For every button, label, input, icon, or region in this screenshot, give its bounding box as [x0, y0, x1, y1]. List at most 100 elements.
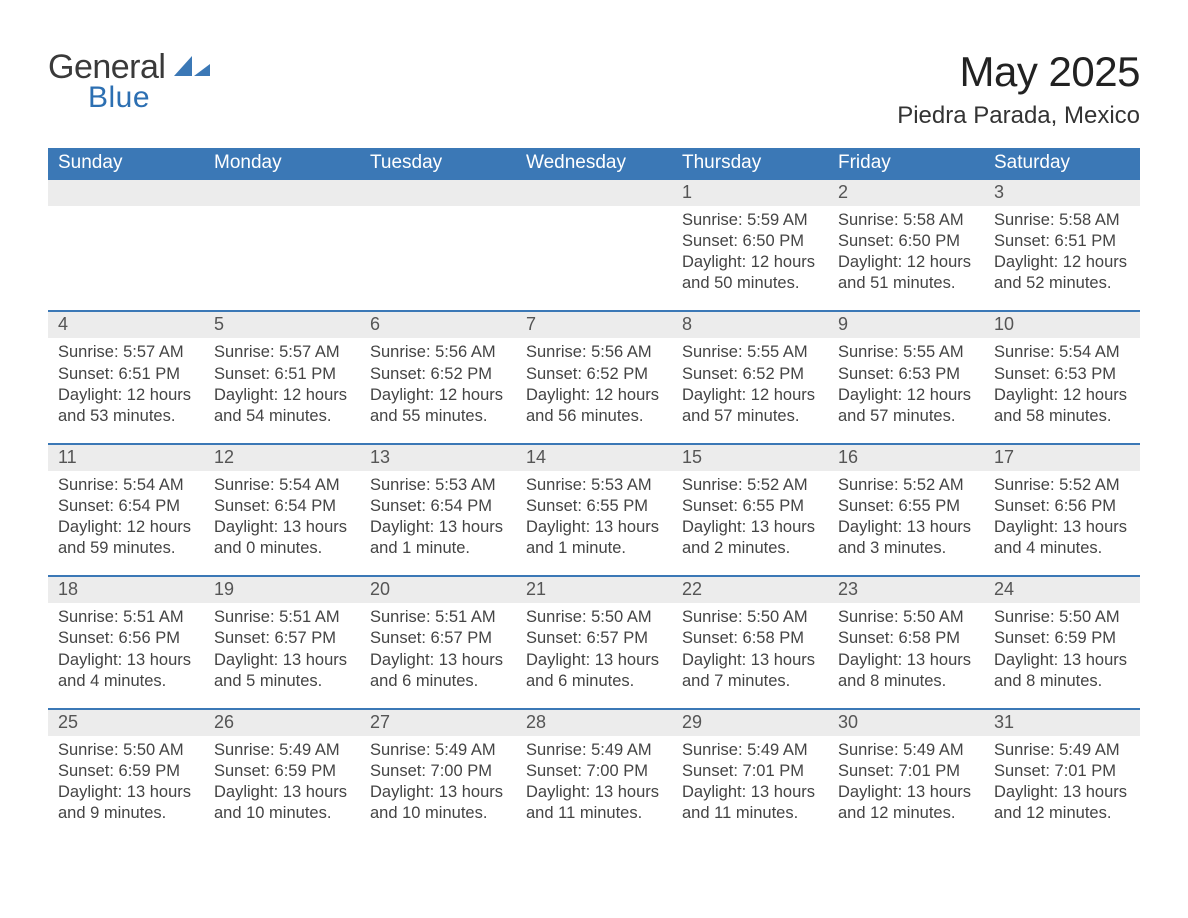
daylight-line: Daylight: 13 hours and 4 minutes. — [58, 650, 194, 692]
sunset-line: Sunset: 6:53 PM — [994, 364, 1130, 385]
details-row: Sunrise: 5:57 AMSunset: 6:51 PM Daylight:… — [48, 338, 1140, 442]
sunset-line: Sunset: 7:00 PM — [526, 761, 662, 782]
daylight-line: Daylight: 12 hours and 55 minutes. — [370, 385, 506, 427]
sunrise-line: Sunrise: 5:55 AM — [838, 342, 974, 363]
daynum-row: 18192021222324 — [48, 577, 1140, 603]
weekday-header: Tuesday — [360, 148, 516, 180]
day-details: Sunrise: 5:59 AMSunset: 6:50 PMDaylight:… — [672, 206, 828, 310]
sunrise-line: Sunrise: 5:55 AM — [682, 342, 818, 363]
day-number — [360, 180, 516, 206]
weekday-header: Wednesday — [516, 148, 672, 180]
day-number: 1 — [672, 180, 828, 206]
day-details — [516, 206, 672, 310]
day-number: 12 — [204, 445, 360, 471]
sunset-line: Sunset: 6:57 PM — [214, 628, 350, 649]
daylight-line: Daylight: 13 hours and 8 minutes. — [994, 650, 1130, 692]
day-details: Sunrise: 5:53 AMSunset: 6:54 PMDaylight:… — [360, 471, 516, 575]
page-title: May 2025 — [897, 48, 1140, 96]
sunset-line: Sunset: 6:50 PM — [682, 231, 818, 252]
sunrise-line: Sunrise: 5:49 AM — [214, 740, 350, 761]
daylight-line: Daylight: 13 hours and 11 minutes. — [526, 782, 662, 824]
calendar-week: 123Sunrise: 5:59 AMSunset: 6:50 PMDaylig… — [48, 180, 1140, 310]
sunrise-line: Sunrise: 5:49 AM — [370, 740, 506, 761]
sunset-line: Sunset: 6:51 PM — [214, 364, 350, 385]
day-details: Sunrise: 5:49 AMSunset: 7:00 PMDaylight:… — [516, 736, 672, 840]
day-details: Sunrise: 5:49 AMSunset: 7:01 PMDaylight:… — [828, 736, 984, 840]
daylight-line: Daylight: 13 hours and 0 minutes. — [214, 517, 350, 559]
daylight-line: Daylight: 13 hours and 12 minutes. — [838, 782, 974, 824]
sunset-line: Sunset: 7:01 PM — [838, 761, 974, 782]
sunrise-line: Sunrise: 5:57 AM — [214, 342, 350, 363]
day-number: 10 — [984, 312, 1140, 338]
sunrise-line: Sunrise: 5:54 AM — [994, 342, 1130, 363]
sunset-line: Sunset: 7:00 PM — [370, 761, 506, 782]
day-number: 31 — [984, 710, 1140, 736]
daylight-line: Daylight: 13 hours and 1 minute. — [370, 517, 506, 559]
sunset-line: Sunset: 6:51 PM — [994, 231, 1130, 252]
day-details: Sunrise: 5:50 AMSunset: 6:58 PMDaylight:… — [828, 603, 984, 707]
day-number: 3 — [984, 180, 1140, 206]
sunset-line: Sunset: 7:01 PM — [994, 761, 1130, 782]
daynum-row: 11121314151617 — [48, 445, 1140, 471]
sunset-line: Sunset: 6:53 PM — [838, 364, 974, 385]
daylight-line: Daylight: 12 hours and 58 minutes. — [994, 385, 1130, 427]
day-number: 18 — [48, 577, 204, 603]
sunset-line: Sunset: 6:57 PM — [526, 628, 662, 649]
day-details — [360, 206, 516, 310]
details-row: Sunrise: 5:54 AMSunset: 6:54 PMDaylight:… — [48, 471, 1140, 575]
calendar-page: General Blue May 2025 Piedra Parada, Mex… — [0, 0, 1188, 918]
day-details — [48, 206, 204, 310]
sunrise-line: Sunrise: 5:58 AM — [838, 210, 974, 231]
day-details: Sunrise: 5:58 AMSunset: 6:51 PMDaylight:… — [984, 206, 1140, 310]
details-row: Sunrise: 5:50 AMSunset: 6:59 PMDaylight:… — [48, 736, 1140, 840]
daylight-line: Daylight: 13 hours and 3 minutes. — [838, 517, 974, 559]
day-details: Sunrise: 5:49 AMSunset: 7:00 PMDaylight:… — [360, 736, 516, 840]
daylight-line: Daylight: 13 hours and 10 minutes. — [214, 782, 350, 824]
day-number — [48, 180, 204, 206]
daylight-line: Daylight: 12 hours and 53 minutes. — [58, 385, 194, 427]
day-number — [204, 180, 360, 206]
day-number: 16 — [828, 445, 984, 471]
sunrise-line: Sunrise: 5:58 AM — [994, 210, 1130, 231]
calendar-grid: SundayMondayTuesdayWednesdayThursdayFrid… — [48, 148, 1140, 840]
sunrise-line: Sunrise: 5:52 AM — [994, 475, 1130, 496]
day-number: 14 — [516, 445, 672, 471]
day-details: Sunrise: 5:50 AMSunset: 6:57 PMDaylight:… — [516, 603, 672, 707]
sunset-line: Sunset: 6:56 PM — [994, 496, 1130, 517]
day-details: Sunrise: 5:53 AMSunset: 6:55 PMDaylight:… — [516, 471, 672, 575]
sunset-line: Sunset: 6:58 PM — [682, 628, 818, 649]
sunset-line: Sunset: 6:52 PM — [682, 364, 818, 385]
daylight-line: Daylight: 13 hours and 11 minutes. — [682, 782, 818, 824]
page-subtitle: Piedra Parada, Mexico — [897, 102, 1140, 130]
daynum-row: 123 — [48, 180, 1140, 206]
sunset-line: Sunset: 6:59 PM — [214, 761, 350, 782]
day-number: 9 — [828, 312, 984, 338]
daylight-line: Daylight: 13 hours and 6 minutes. — [526, 650, 662, 692]
day-details: Sunrise: 5:49 AMSunset: 6:59 PMDaylight:… — [204, 736, 360, 840]
daylight-line: Daylight: 13 hours and 8 minutes. — [838, 650, 974, 692]
sunset-line: Sunset: 7:01 PM — [682, 761, 818, 782]
weekday-header: Monday — [204, 148, 360, 180]
day-details: Sunrise: 5:54 AMSunset: 6:54 PMDaylight:… — [204, 471, 360, 575]
sunset-line: Sunset: 6:54 PM — [58, 496, 194, 517]
sunrise-line: Sunrise: 5:52 AM — [682, 475, 818, 496]
daylight-line: Daylight: 12 hours and 57 minutes. — [838, 385, 974, 427]
calendar-week: 25262728293031Sunrise: 5:50 AMSunset: 6:… — [48, 708, 1140, 840]
sunrise-line: Sunrise: 5:53 AM — [526, 475, 662, 496]
details-row: Sunrise: 5:59 AMSunset: 6:50 PMDaylight:… — [48, 206, 1140, 310]
sunset-line: Sunset: 6:54 PM — [214, 496, 350, 517]
sunrise-line: Sunrise: 5:49 AM — [682, 740, 818, 761]
sunset-line: Sunset: 6:52 PM — [526, 364, 662, 385]
day-number: 17 — [984, 445, 1140, 471]
day-details: Sunrise: 5:55 AMSunset: 6:52 PMDaylight:… — [672, 338, 828, 442]
weekday-header: Sunday — [48, 148, 204, 180]
day-number: 25 — [48, 710, 204, 736]
day-number: 15 — [672, 445, 828, 471]
day-number: 29 — [672, 710, 828, 736]
day-details: Sunrise: 5:50 AMSunset: 6:58 PMDaylight:… — [672, 603, 828, 707]
calendar-week: 18192021222324Sunrise: 5:51 AMSunset: 6:… — [48, 575, 1140, 707]
day-details: Sunrise: 5:55 AMSunset: 6:53 PMDaylight:… — [828, 338, 984, 442]
day-details: Sunrise: 5:56 AMSunset: 6:52 PMDaylight:… — [360, 338, 516, 442]
sunrise-line: Sunrise: 5:50 AM — [838, 607, 974, 628]
sunset-line: Sunset: 6:59 PM — [58, 761, 194, 782]
